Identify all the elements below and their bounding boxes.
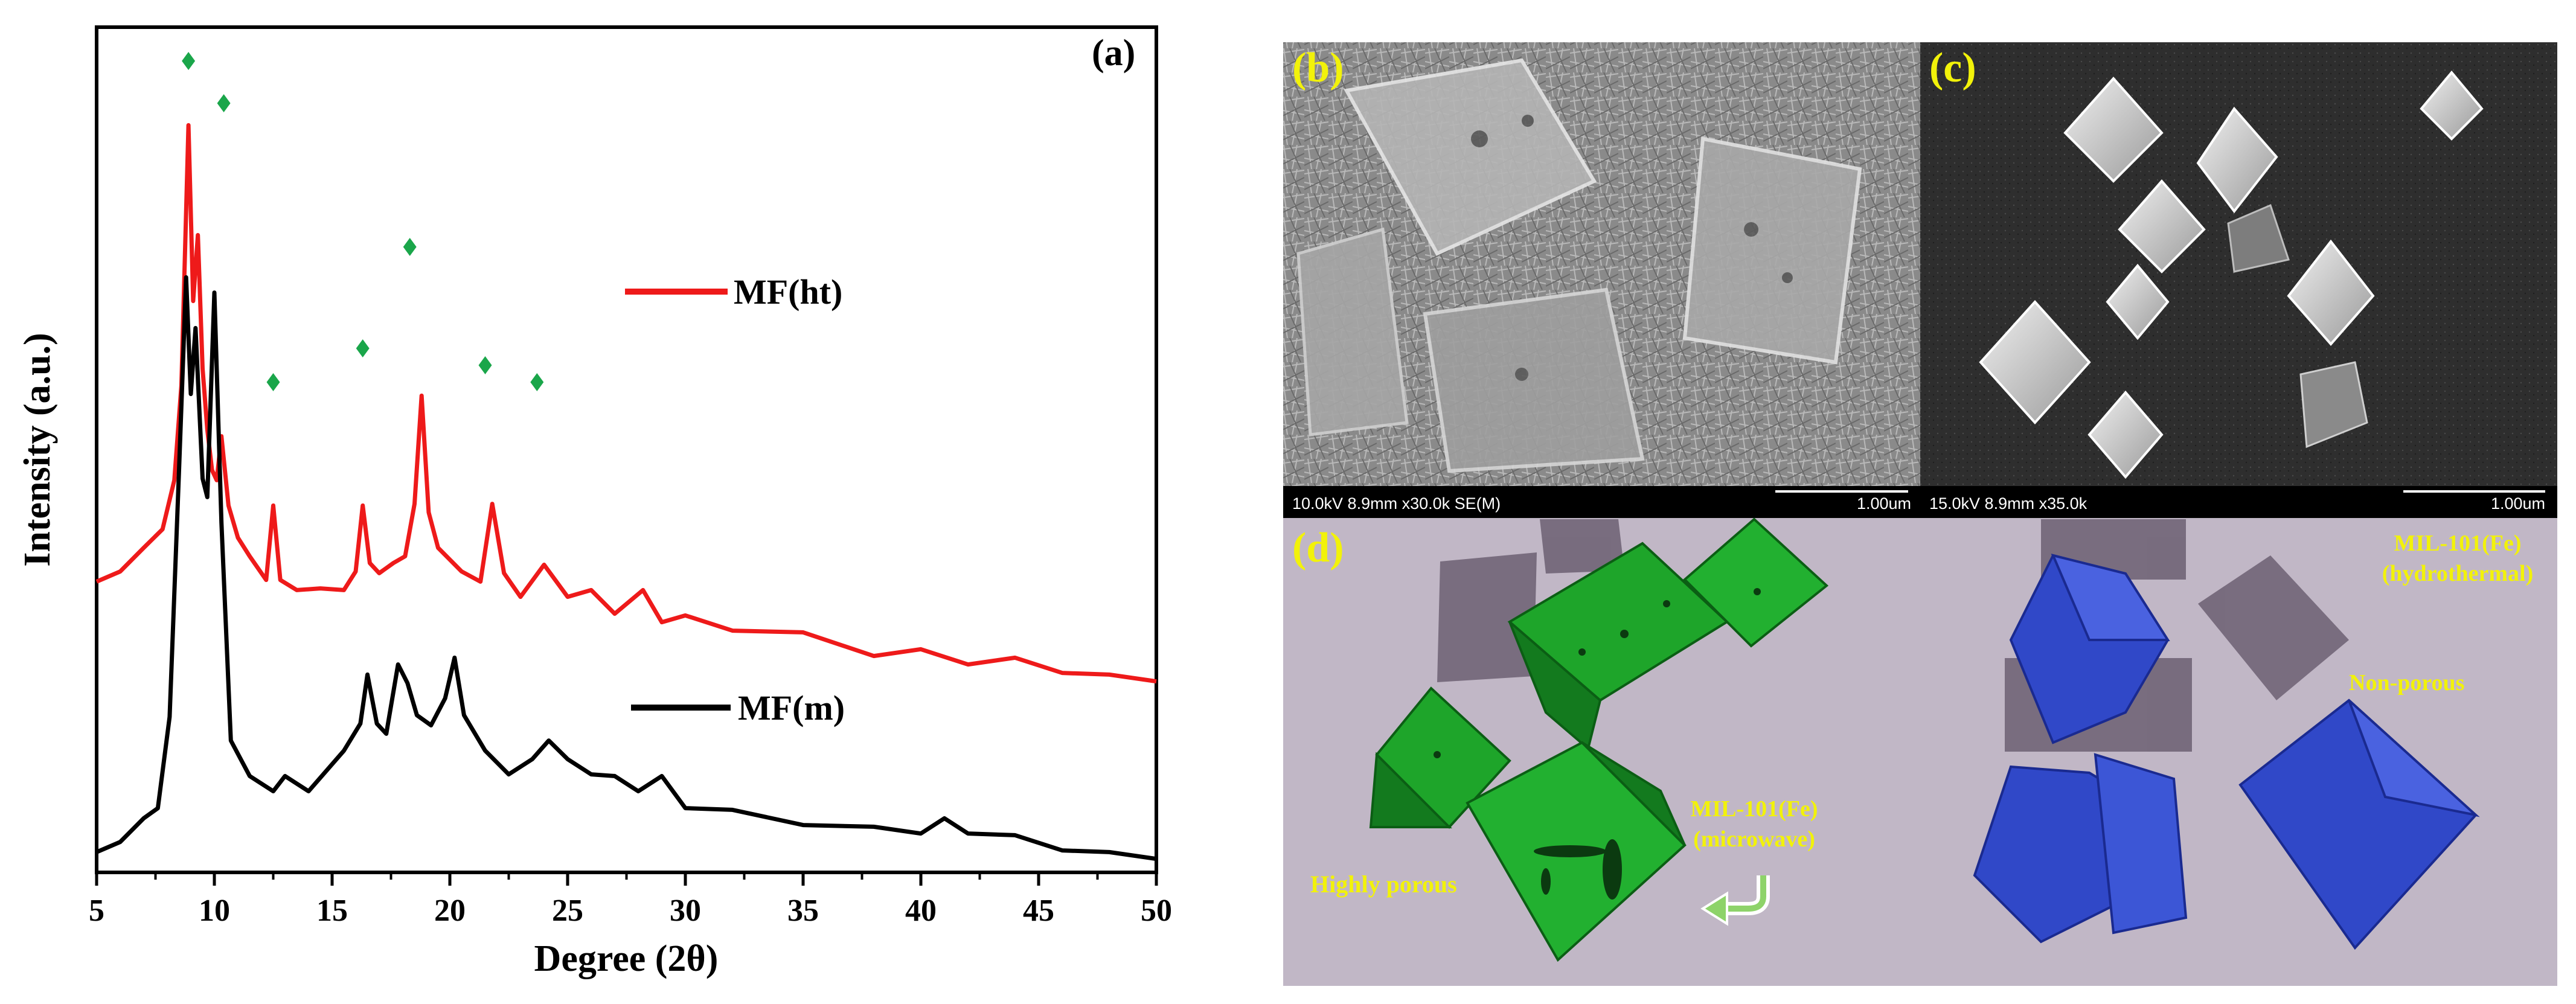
x-tick-label: 20 bbox=[434, 894, 466, 928]
sem-info-b: 10.0kV 8.9mm x30.0k SE(M) bbox=[1292, 494, 1501, 513]
diamond-marker bbox=[403, 238, 417, 256]
legend-label-ht: MF(ht) bbox=[734, 272, 842, 312]
panel-c-label: (c) bbox=[1929, 45, 1976, 91]
return-arrow-icon bbox=[1700, 875, 1770, 926]
x-tick-label: 5 bbox=[89, 894, 104, 928]
green-porous-crystals bbox=[1369, 517, 1829, 962]
diamond-marker bbox=[182, 52, 196, 70]
sem-octahedra bbox=[1979, 70, 2484, 479]
panel-b-label: (b) bbox=[1292, 45, 1344, 91]
series-line-mf-m bbox=[95, 275, 1157, 862]
sem-crystal-plates bbox=[1296, 58, 1862, 473]
porous-label: Highly porous bbox=[1310, 871, 1457, 898]
diamond-marker bbox=[217, 94, 231, 112]
panel-a-label: (a) bbox=[1092, 33, 1135, 74]
microwave-subtitle: (microwave) bbox=[1693, 827, 1815, 852]
x-tick-label: 25 bbox=[552, 894, 583, 928]
x-ticks bbox=[95, 872, 1158, 886]
sem-info-c: 15.0kV 8.9mm x35.0k bbox=[1929, 494, 2087, 513]
scale-text-c: 1.00um bbox=[2491, 494, 2545, 513]
series-line-mf-ht bbox=[95, 123, 1157, 684]
legend-label-m: MF(m) bbox=[738, 688, 845, 727]
xrd-chart: 5 10 15 20 25 30 35 40 45 50 (a) MF(ht) MF(m) Deg… bbox=[17, 25, 1172, 979]
x-tick-labels: 5 10 15 20 25 30 35 40 45 50 bbox=[89, 894, 1172, 928]
series-layer bbox=[95, 123, 1157, 862]
blue-nonporous-crystals bbox=[1973, 554, 2480, 950]
diamond-marker bbox=[266, 373, 280, 391]
x-tick-label: 40 bbox=[905, 894, 937, 928]
plot-frame bbox=[95, 25, 1158, 874]
diamond-marker bbox=[478, 356, 492, 374]
x-tick-label: 10 bbox=[199, 894, 230, 928]
scale-text-b: 1.00um bbox=[1857, 494, 1911, 513]
sem-panel-b: 10.0kV 8.9mm x30.0k SE(M) 1.00um (b) bbox=[1283, 42, 1920, 518]
x-tick-label: 15 bbox=[316, 894, 348, 928]
x-tick-label: 35 bbox=[787, 894, 819, 928]
sem-panel-c: 15.0kV 8.9mm x35.0k 1.00um (c) bbox=[1920, 42, 2557, 518]
diamond-marker bbox=[356, 339, 370, 357]
diamond-marker bbox=[530, 373, 544, 391]
hydrothermal-subtitle: (hydrothermal) bbox=[2382, 561, 2534, 586]
x-tick-label: 50 bbox=[1141, 894, 1172, 928]
nonporous-label: Non-porous bbox=[2349, 670, 2464, 695]
microwave-title: MIL-101(Fe) bbox=[1690, 796, 1818, 822]
panel-d-label: (d) bbox=[1292, 525, 1344, 571]
x-tick-label: 30 bbox=[670, 894, 701, 928]
x-axis-label: Degree (2θ) bbox=[534, 938, 719, 979]
y-axis-label: Intensity (a.u.) bbox=[17, 333, 58, 567]
hydrothermal-title: MIL-101(Fe) bbox=[2394, 531, 2521, 556]
diamond-markers bbox=[182, 52, 544, 391]
x-tick-label: 45 bbox=[1023, 894, 1054, 928]
render-panel-d: (d) MIL-101(Fe) (microwave) Highly porou… bbox=[1283, 517, 2557, 986]
